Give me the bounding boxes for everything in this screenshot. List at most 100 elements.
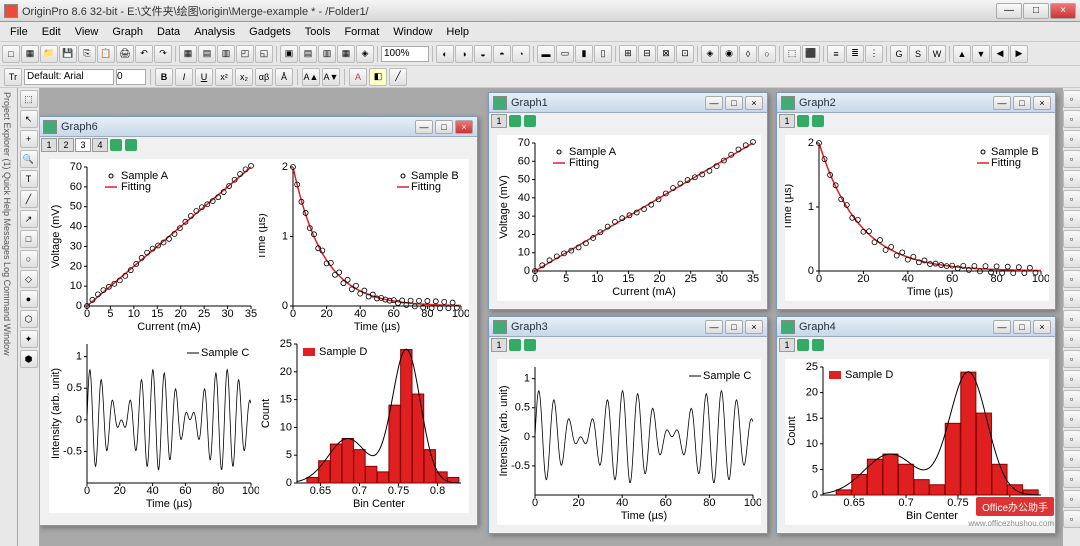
tool-button[interactable]: ⬚: [20, 90, 38, 108]
sup-button[interactable]: x²: [215, 68, 233, 86]
toolbar-button[interactable]: ▲: [953, 45, 971, 63]
font-color-button[interactable]: A: [349, 68, 367, 86]
plot-panel[interactable]: 020406080100-0.500.51Time (µs)Intensity …: [497, 359, 761, 525]
zoom-input[interactable]: [381, 46, 429, 62]
child-window-graph1[interactable]: Graph1 — □ × 105101520253035010203040506…: [488, 92, 768, 310]
layer-tab[interactable]: 1: [491, 114, 507, 128]
dock-button[interactable]: ▫: [1063, 470, 1080, 488]
child-close-button[interactable]: ×: [455, 120, 473, 134]
tool-button[interactable]: T: [20, 170, 38, 188]
child-max-button[interactable]: □: [1013, 320, 1031, 334]
tool-button[interactable]: ●: [20, 290, 38, 308]
toolbar-button[interactable]: ◱: [255, 45, 273, 63]
close-button[interactable]: ×: [1050, 3, 1076, 19]
toolbar-button[interactable]: ⎘: [78, 45, 96, 63]
toolbar-button[interactable]: ◈: [701, 45, 719, 63]
menu-tools[interactable]: Tools: [299, 24, 337, 40]
dock-button[interactable]: ▫: [1063, 350, 1080, 368]
tool-button[interactable]: 🔍: [20, 150, 38, 168]
menu-format[interactable]: Format: [338, 24, 385, 40]
child-titlebar[interactable]: Graph4 — □ ×: [777, 317, 1055, 337]
toolbar-button[interactable]: □: [2, 45, 20, 63]
dock-button[interactable]: ▫: [1063, 390, 1080, 408]
child-max-button[interactable]: □: [725, 320, 743, 334]
left-dock-tabs[interactable]: Project Explorer (1) Quick Help Messages…: [0, 88, 18, 546]
toolbar-button[interactable]: ▮: [575, 45, 593, 63]
plot-panel[interactable]: 05101520253035010203040506070Current (mA…: [497, 135, 761, 301]
bold-button[interactable]: B: [155, 68, 173, 86]
dock-button[interactable]: ▫: [1063, 90, 1080, 108]
greek-button[interactable]: αβ: [255, 68, 273, 86]
menu-edit[interactable]: Edit: [36, 24, 67, 40]
menu-help[interactable]: Help: [440, 24, 475, 40]
dock-button[interactable]: ▫: [1063, 150, 1080, 168]
toolbar-button[interactable]: ▬: [537, 45, 555, 63]
child-titlebar[interactable]: Graph2 — □ ×: [777, 93, 1055, 113]
menu-graph[interactable]: Graph: [106, 24, 149, 40]
plot-panel-D[interactable]: 0.650.70.750.80510152025Bin CenterCountS…: [259, 336, 469, 513]
dock-button[interactable]: ▫: [1063, 190, 1080, 208]
dock-button[interactable]: ▫: [1063, 430, 1080, 448]
toolbar-button[interactable]: ◊: [739, 45, 757, 63]
child-titlebar[interactable]: Graph3 — □ ×: [489, 317, 767, 337]
toolbar-button[interactable]: ◑: [455, 45, 473, 63]
toolbar-button[interactable]: ≣: [846, 45, 864, 63]
child-window-graph2[interactable]: Graph2 — □ × 1 020406080100012Time (µs)Ti…: [776, 92, 1056, 310]
tool-button[interactable]: ⬡: [20, 310, 38, 328]
dock-button[interactable]: ▫: [1063, 330, 1080, 348]
dock-button[interactable]: ▫: [1063, 250, 1080, 268]
toolbar-button[interactable]: 🖨: [116, 45, 134, 63]
tool-button[interactable]: ◇: [20, 270, 38, 288]
toolbar-button[interactable]: ◒: [474, 45, 492, 63]
font-dec-button[interactable]: A▼: [322, 68, 340, 86]
toolbar-button[interactable]: ▤: [198, 45, 216, 63]
toolbar-button[interactable]: ⊟: [638, 45, 656, 63]
line-color-button[interactable]: ╱: [389, 68, 407, 86]
child-min-button[interactable]: —: [993, 96, 1011, 110]
toolbar-button[interactable]: ○: [758, 45, 776, 63]
toolbar-button[interactable]: ▥: [318, 45, 336, 63]
toolbar-button[interactable]: S: [909, 45, 927, 63]
dock-button[interactable]: ▫: [1063, 130, 1080, 148]
tool-button[interactable]: ✦: [20, 330, 38, 348]
child-min-button[interactable]: —: [993, 320, 1011, 334]
child-window-graph3[interactable]: Graph3 — □ × 1020406080100-0.500.51Time …: [488, 316, 768, 534]
toolbar-button[interactable]: 💾: [59, 45, 77, 63]
layer-tab[interactable]: 1: [779, 114, 795, 128]
symbol-button[interactable]: Å: [275, 68, 293, 86]
toolbar-button[interactable]: ↶: [135, 45, 153, 63]
plot-panel-A[interactable]: 05101520253035010203040506070Current (mA…: [49, 159, 259, 336]
tool-button[interactable]: ↗: [20, 210, 38, 228]
toolbar-button[interactable]: ↷: [154, 45, 172, 63]
maximize-button[interactable]: □: [1023, 3, 1049, 19]
toolbar-button[interactable]: ◐: [436, 45, 454, 63]
toolbar-button[interactable]: ▦: [337, 45, 355, 63]
toolbar-button[interactable]: ⬛: [802, 45, 820, 63]
toolbar-button[interactable]: ⊞: [619, 45, 637, 63]
toolbar-button[interactable]: ⊡: [676, 45, 694, 63]
layer-tab[interactable]: 1: [41, 138, 57, 152]
sub-button[interactable]: x₂: [235, 68, 253, 86]
plot-panel-C[interactable]: 020406080100-0.500.51Time (µs)Intensity …: [49, 336, 259, 513]
toolbar-button[interactable]: ▦: [21, 45, 39, 63]
toolbar-button[interactable]: ▤: [299, 45, 317, 63]
toolbar-button[interactable]: ≡: [827, 45, 845, 63]
child-titlebar[interactable]: Graph6 — □ ×: [39, 117, 477, 137]
child-min-button[interactable]: —: [415, 120, 433, 134]
toolbar-button[interactable]: ⋮: [865, 45, 883, 63]
layer-tab[interactable]: 4: [92, 138, 108, 152]
minimize-button[interactable]: —: [996, 3, 1022, 19]
child-max-button[interactable]: □: [1013, 96, 1031, 110]
tool-button[interactable]: ╱: [20, 190, 38, 208]
child-close-button[interactable]: ×: [1033, 320, 1051, 334]
dock-button[interactable]: ▫: [1063, 290, 1080, 308]
italic-button[interactable]: I: [175, 68, 193, 86]
tool-button[interactable]: □: [20, 230, 38, 248]
plot-panel[interactable]: 020406080100012Time (µs)Time (µs)Sample …: [785, 135, 1049, 301]
layer-tab[interactable]: 2: [58, 138, 74, 152]
layer-tab[interactable]: 1: [779, 338, 795, 352]
tool-button[interactable]: ⬢: [20, 350, 38, 368]
font-picker-icon[interactable]: Tr: [4, 68, 22, 86]
fill-color-button[interactable]: ◧: [369, 68, 387, 86]
tool-button[interactable]: +: [20, 130, 38, 148]
